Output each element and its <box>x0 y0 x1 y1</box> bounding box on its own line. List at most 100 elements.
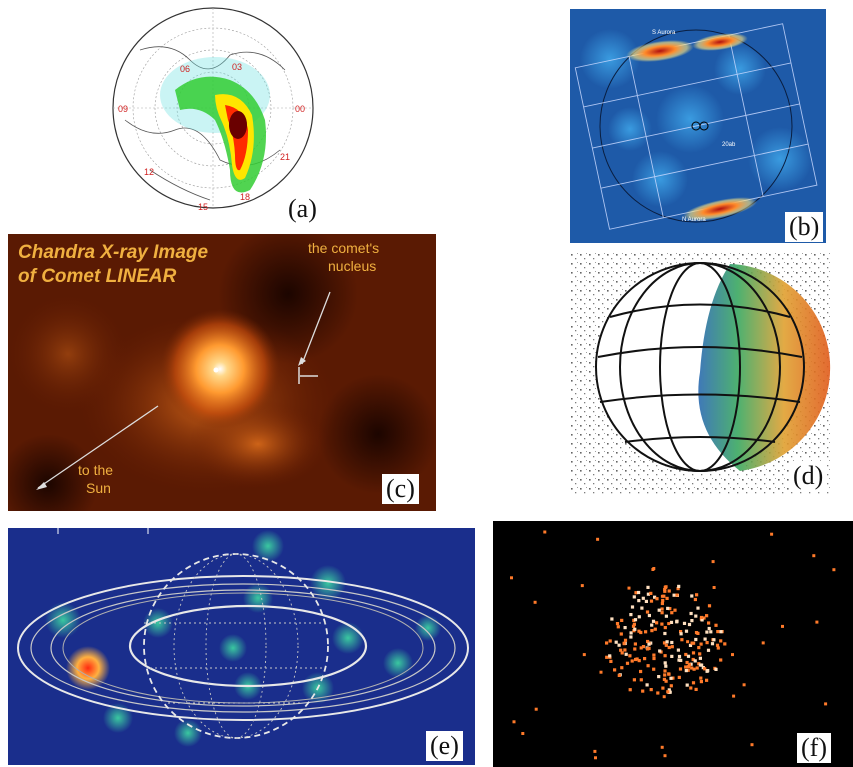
photon-event <box>705 678 709 682</box>
photon-event <box>620 651 624 655</box>
jupiter-xray-map: S Aurora N Aurora 20ab <box>570 9 826 243</box>
photon-event <box>630 605 635 609</box>
photon-event <box>665 596 669 600</box>
photon-event <box>623 626 627 630</box>
photon-event <box>634 591 638 595</box>
photon-event <box>646 592 650 596</box>
photon-event <box>655 621 659 625</box>
photon-event <box>663 631 667 636</box>
background-event <box>832 568 836 572</box>
photon-event <box>688 643 693 647</box>
photon-event <box>661 598 665 603</box>
photon-event <box>690 619 694 623</box>
photon-event <box>709 630 713 634</box>
photon-event <box>639 678 643 682</box>
background-event <box>521 732 525 735</box>
photon-event <box>706 648 711 652</box>
photon-event <box>699 680 703 684</box>
jupiter-annotation: 20ab <box>722 142 736 148</box>
photon-event <box>663 626 667 630</box>
photon-event <box>703 667 707 671</box>
photon-event <box>663 588 667 592</box>
photon-event <box>665 640 669 644</box>
photon-event <box>695 666 699 670</box>
photon-event <box>616 625 620 629</box>
earth-polar-map: 06 03 09 00 12 21 15 18 <box>112 7 314 212</box>
photon-event <box>698 663 702 667</box>
photon-event <box>716 630 720 634</box>
photon-event <box>608 639 612 643</box>
photon-event <box>705 630 709 634</box>
xray-event-scatter <box>510 530 836 760</box>
photon-event <box>652 667 656 671</box>
photon-event <box>682 621 687 625</box>
photon-event <box>609 659 613 663</box>
photon-event <box>632 595 636 599</box>
photon-event <box>663 673 667 677</box>
photon-event <box>707 621 711 625</box>
clock-label: 03 <box>232 62 242 72</box>
photon-event <box>679 630 683 634</box>
sun-label-line2: Sun <box>86 480 111 496</box>
background-event <box>512 720 516 724</box>
photon-event <box>695 593 699 597</box>
panel-f-label: (f) <box>797 733 831 763</box>
photon-event <box>663 669 667 673</box>
photon-event <box>690 666 694 670</box>
photon-event <box>672 593 676 597</box>
background-event <box>534 707 538 711</box>
photon-event <box>630 659 634 663</box>
photon-event <box>666 606 670 610</box>
photon-event <box>669 684 673 688</box>
photon-event <box>655 597 659 601</box>
jupiter-annotation: S Aurora <box>652 30 676 36</box>
photon-event <box>637 659 641 663</box>
photon-event <box>617 643 621 647</box>
photon-event <box>687 622 692 627</box>
photon-event <box>620 618 624 622</box>
photon-event <box>614 640 618 644</box>
photon-event <box>693 659 697 663</box>
photon-event <box>684 665 688 669</box>
photon-event <box>624 652 628 656</box>
photon-event <box>653 595 657 599</box>
photon-event <box>698 656 702 660</box>
photon-event <box>660 607 664 611</box>
panel-a-label: (a) <box>284 194 321 224</box>
photon-event <box>694 614 698 618</box>
photon-event <box>686 668 690 672</box>
photon-event <box>663 589 667 593</box>
photon-event <box>613 668 617 672</box>
panel-d-label: (d) <box>789 461 828 491</box>
photon-event <box>691 657 695 662</box>
photon-event <box>694 631 699 635</box>
photon-event <box>619 648 623 652</box>
photon-event <box>677 584 681 588</box>
photon-event <box>687 663 691 667</box>
photon-event <box>645 610 650 614</box>
photon-event <box>640 606 644 610</box>
background-event <box>582 653 586 657</box>
nucleus-label-line2: nucleus <box>328 258 377 274</box>
photon-event <box>651 619 656 623</box>
photon-event <box>632 678 636 682</box>
clock-label: 09 <box>118 104 128 114</box>
photon-event <box>697 646 701 650</box>
photon-event <box>689 686 693 690</box>
background-event <box>651 568 655 571</box>
photon-event <box>650 629 654 633</box>
photon-event <box>637 629 641 633</box>
photon-event <box>637 615 641 619</box>
photon-event <box>714 623 718 627</box>
photon-event <box>675 619 679 623</box>
clock-label: 06 <box>180 64 190 74</box>
photon-event <box>615 622 620 626</box>
photon-event <box>623 638 628 642</box>
photon-event <box>668 690 672 694</box>
photon-event <box>619 632 623 636</box>
photon-event <box>675 593 679 597</box>
background-event <box>663 754 667 758</box>
photon-event <box>689 611 693 616</box>
photon-event <box>633 618 638 622</box>
photon-event <box>605 641 609 645</box>
